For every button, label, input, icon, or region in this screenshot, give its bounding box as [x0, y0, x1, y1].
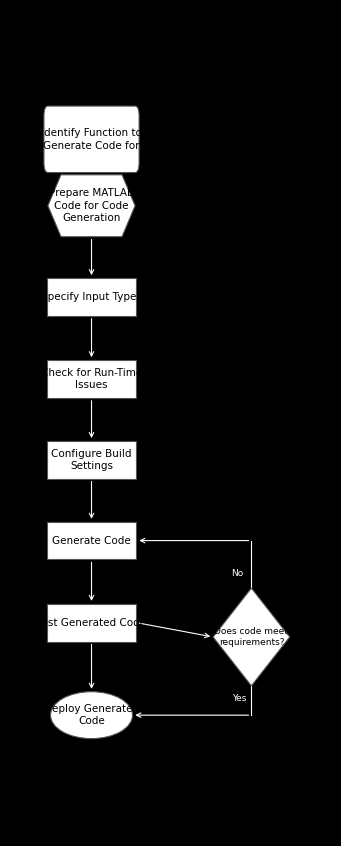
Text: Generate Code: Generate Code: [52, 536, 131, 546]
Ellipse shape: [50, 692, 132, 739]
Text: Prepare MATLAB
Code for Code
Generation: Prepare MATLAB Code for Code Generation: [49, 189, 134, 223]
Text: Yes: Yes: [232, 695, 246, 703]
Text: Does code meet
requirements?: Does code meet requirements?: [214, 627, 288, 647]
Text: Configure Build
Settings: Configure Build Settings: [51, 448, 132, 471]
Bar: [47, 522, 136, 559]
FancyBboxPatch shape: [44, 106, 139, 173]
Text: Check for Run-Time
Issues: Check for Run-Time Issues: [41, 368, 142, 390]
Bar: [47, 278, 136, 316]
Text: Deploy Generated
Code: Deploy Generated Code: [44, 704, 139, 727]
Text: Identify Function to
Generate Code for: Identify Function to Generate Code for: [41, 128, 142, 151]
Text: No: No: [232, 569, 244, 579]
Polygon shape: [213, 588, 290, 686]
Text: Test Generated Code: Test Generated Code: [37, 618, 146, 628]
Bar: [47, 604, 136, 641]
Polygon shape: [48, 175, 135, 237]
Bar: [47, 360, 136, 398]
Text: Specify Input Types: Specify Input Types: [41, 292, 142, 302]
Bar: [47, 441, 136, 479]
